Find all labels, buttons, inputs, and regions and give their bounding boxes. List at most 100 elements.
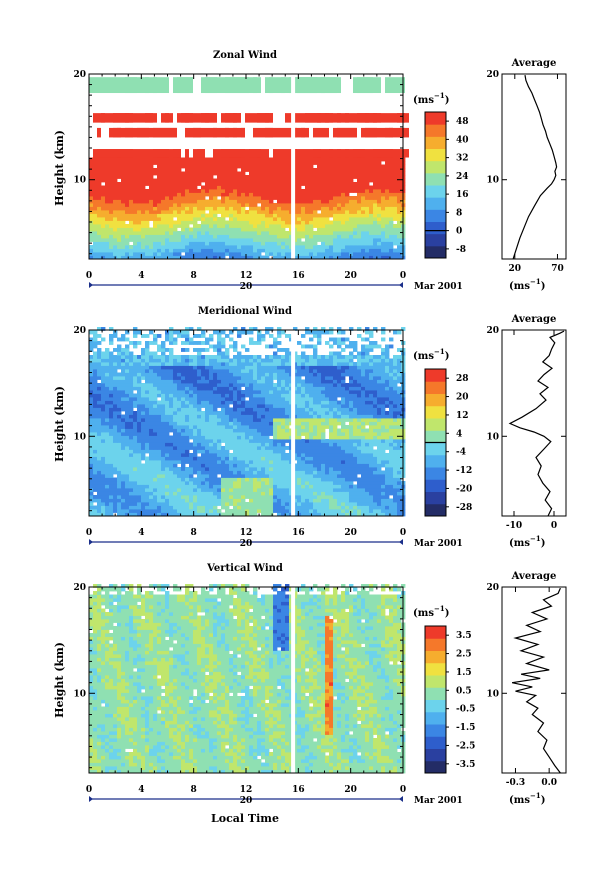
heatmap-cell — [189, 446, 194, 450]
heatmap-cell — [297, 435, 302, 440]
heatmap-cell — [161, 509, 166, 513]
heatmap-cell — [145, 481, 150, 485]
heatmap-cell — [185, 467, 190, 471]
heatmap-cell — [213, 484, 218, 489]
heatmap-cell — [229, 418, 234, 422]
heatmap-cell — [249, 446, 254, 450]
heatmap-cell — [233, 414, 238, 419]
heatmap-cell — [385, 238, 390, 242]
heatmap-cell — [377, 502, 382, 506]
heatmap-cell — [125, 460, 130, 464]
heatmap-cell — [101, 505, 106, 510]
heatmap-cell — [365, 439, 370, 443]
heatmap-cell — [217, 425, 222, 429]
heatmap-cell — [269, 449, 274, 454]
heatmap-band-cell — [389, 127, 393, 138]
heatmap-cell — [149, 495, 154, 499]
heatmap-cell — [141, 467, 146, 471]
heatmap-cell — [189, 498, 194, 503]
heatmap-cell — [121, 446, 126, 450]
heatmap-cell — [389, 182, 394, 186]
heatmap-cell — [197, 189, 202, 193]
heatmap-cell — [285, 414, 290, 419]
heatmap-band-cell — [153, 113, 157, 123]
heatmap-cell — [317, 491, 322, 496]
heatmap-cell — [169, 161, 174, 165]
heatmap-cell — [145, 491, 150, 496]
heatmap-cell — [249, 439, 254, 443]
heatmap-cell — [329, 505, 334, 510]
heatmap-cell — [97, 199, 102, 204]
heatmap-cell — [269, 252, 274, 256]
heatmap-cell — [329, 512, 334, 517]
heatmap-cell — [305, 248, 310, 253]
heatmap-cell — [393, 238, 398, 242]
heatmap-cell — [149, 442, 154, 447]
heatmap-cell — [165, 418, 170, 422]
heatmap-cell — [269, 411, 274, 415]
heatmap-cell — [137, 182, 142, 186]
heatmap-cell — [213, 255, 218, 260]
heatmap-cell — [377, 234, 382, 239]
heatmap-band-cell — [89, 77, 97, 94]
heatmap-cell — [93, 509, 98, 513]
heatmap-cell — [161, 463, 166, 468]
heatmap-cell — [197, 481, 202, 485]
heatmap-cell — [357, 495, 362, 499]
heatmap-cell — [225, 238, 230, 242]
heatmap-cell — [165, 252, 170, 256]
heatmap-cell — [129, 439, 134, 443]
heatmap-cell — [269, 463, 274, 468]
heatmap-cell — [357, 498, 362, 503]
heatmap-cell — [361, 418, 366, 422]
heatmap-cell — [217, 231, 222, 235]
heatmap-cell — [173, 192, 178, 197]
heatmap-band-cell — [241, 149, 245, 158]
heatmap-cell — [189, 425, 194, 429]
heatmap-cell — [153, 192, 158, 197]
heatmap-cell — [241, 495, 246, 499]
heatmap-cell — [137, 164, 142, 169]
heatmap-cell — [145, 199, 150, 204]
heatmap-cell — [285, 157, 290, 162]
heatmap-cell — [333, 456, 338, 461]
meridional-colorbar-unit: (ms−1) — [413, 347, 449, 362]
heatmap-cell — [193, 502, 198, 506]
heatmap-cell — [221, 245, 226, 249]
heatmap-cell — [93, 231, 98, 235]
heatmap-cell — [105, 199, 110, 204]
heatmap-cell — [237, 192, 242, 197]
heatmap-cell — [129, 227, 134, 232]
heatmap-cell — [141, 498, 146, 503]
heatmap-cell — [133, 182, 138, 186]
heatmap-cell — [341, 168, 346, 172]
heatmap-cell — [369, 241, 374, 246]
heatmap-cell — [165, 227, 170, 232]
heatmap-cell — [173, 227, 178, 232]
heatmap-cell — [393, 442, 398, 447]
heatmap-cell — [229, 470, 234, 475]
heatmap-cell — [113, 498, 118, 503]
heatmap-cell — [101, 161, 106, 165]
heatmap-cell — [333, 442, 338, 447]
heatmap-cell — [377, 481, 382, 485]
heatmap-cell — [361, 231, 366, 235]
heatmap-cell — [377, 213, 382, 218]
heatmap-cell — [189, 453, 194, 457]
heatmap-cell — [305, 453, 310, 457]
heatmap-cell — [361, 512, 366, 517]
heatmap-cell — [253, 185, 258, 190]
heatmap-cell — [209, 224, 214, 228]
heatmap-cell — [217, 206, 222, 211]
heatmap-cell — [265, 509, 270, 513]
heatmap-cell — [341, 428, 346, 433]
heatmap-cell — [121, 509, 126, 513]
heatmap-cell — [241, 491, 246, 496]
heatmap-cell — [181, 509, 186, 513]
heatmap-cell — [185, 213, 190, 218]
heatmap-cell — [321, 185, 326, 190]
heatmap-cell — [265, 182, 270, 186]
heatmap-cell — [393, 206, 398, 211]
heatmap-cell — [129, 491, 134, 496]
heatmap-cell — [365, 442, 370, 447]
